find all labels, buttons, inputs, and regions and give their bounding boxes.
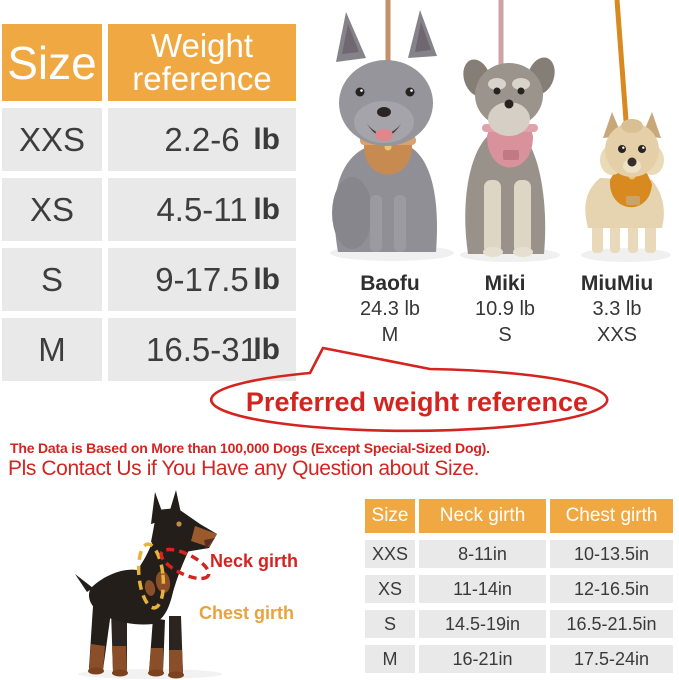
weight-value: 16.5-31 (146, 330, 258, 368)
dog-weight: 3.3 lb (592, 298, 642, 321)
callout-oval (209, 346, 609, 433)
dog-miki-illustration (463, 57, 555, 257)
girth-row-neck: 11-14in (419, 575, 546, 603)
dog-miumiu-illustration (585, 112, 664, 253)
dog-weight: 10.9 lb (474, 298, 536, 321)
model-caption-baofu: Baofu 24.3 lb M (330, 271, 450, 348)
dog-size: XXS (596, 324, 638, 347)
weight-table-header-weight: Weight reference (108, 24, 296, 101)
girth-row-size: XXS (365, 540, 415, 568)
model-caption-miumiu: MiuMiu 3.3 lb XXS (557, 271, 677, 348)
dog-name: MiuMiu (580, 272, 654, 295)
weight-value: 9-17.5 (155, 260, 249, 298)
dog-size: M (381, 324, 399, 347)
girth-row-neck: 16-21in (419, 645, 546, 673)
weight-table-header-size: Size (2, 24, 102, 101)
note-data-basis: The Data is Based on More than 100,000 D… (10, 440, 490, 456)
girth-header-neck: Neck girth (419, 499, 546, 533)
girth-row-size: XS (365, 575, 415, 603)
weight-row-size: S (2, 248, 102, 311)
neck-girth-dashed-line (159, 547, 211, 581)
weight-value: 2.2-6 (164, 120, 240, 158)
dog-name: Miki (484, 272, 526, 295)
chest-girth-label: Chest girth (199, 603, 295, 623)
dog-weight: 24.3 lb (359, 298, 421, 321)
chest-girth-dashed-line (136, 542, 166, 610)
weight-row-range: 16.5-31 lb (108, 318, 296, 381)
girth-row-neck: 14.5-19in (419, 610, 546, 638)
weight-row-range: 9-17.5 lb (108, 248, 296, 311)
girth-row-size: M (365, 645, 415, 673)
girth-row-chest: 12-16.5in (550, 575, 673, 603)
weight-row-range: 4.5-11 lb (108, 178, 296, 241)
measurement-dog-illustration (75, 490, 222, 679)
weight-unit: lb (253, 262, 280, 296)
weight-unit: lb (253, 122, 280, 156)
weight-unit: lb (253, 332, 280, 366)
girth-row-chest: 16.5-21.5in (550, 610, 673, 638)
dog-baofu-illustration (332, 10, 437, 252)
weight-reference-table: Size Weight reference XXS 2.2-6 lb XS 4.… (2, 24, 296, 381)
note-contact-us: Pls Contact Us if You Have any Question … (8, 457, 480, 480)
girth-header-chest: Chest girth (550, 499, 673, 533)
girth-row-size: S (365, 610, 415, 638)
neck-girth-label: Neck girth (210, 551, 299, 571)
weight-unit: lb (253, 192, 280, 226)
girth-header-size: Size (365, 499, 415, 533)
weight-row-size: XXS (2, 108, 102, 171)
girth-row-chest: 10-13.5in (550, 540, 673, 568)
girth-row-neck: 8-11in (419, 540, 546, 568)
girth-table: Size Neck girth Chest girth XXS 8-11in 1… (365, 499, 673, 673)
callout-label: Preferred weight reference (245, 387, 589, 417)
dog-name: Baofu (360, 272, 420, 295)
weight-row-range: 2.2-6 lb (108, 108, 296, 171)
weight-row-size: M (2, 318, 102, 381)
model-caption-miki: Miki 10.9 lb S (445, 271, 565, 348)
girth-row-chest: 17.5-24in (550, 645, 673, 673)
dog-size: S (498, 324, 512, 347)
model-dogs-illustration (330, 0, 671, 262)
weight-row-size: XS (2, 178, 102, 241)
weight-value: 4.5-11 (156, 190, 248, 228)
